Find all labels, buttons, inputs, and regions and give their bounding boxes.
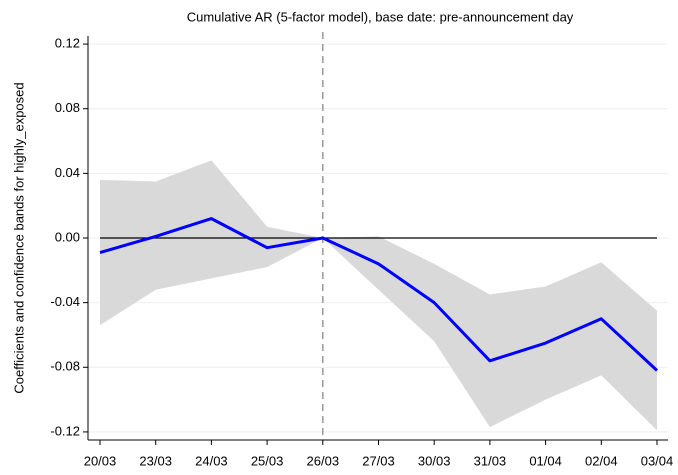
y-tick-label: -0.08 [50, 359, 80, 374]
y-tick-label: -0.04 [50, 294, 80, 309]
x-tick-label: 26/03 [307, 453, 340, 468]
x-tick-label: 02/04 [585, 453, 618, 468]
x-tick-label: 31/03 [474, 453, 507, 468]
y-axis-label: Coefficients and confidence bands for hi… [11, 82, 26, 393]
x-tick-label: 03/04 [641, 453, 674, 468]
x-tick-label: 20/03 [84, 453, 117, 468]
y-tick-label: 0.08 [55, 100, 80, 115]
y-tick-label: 0.00 [55, 229, 80, 244]
x-tick-label: 23/03 [139, 453, 172, 468]
y-tick-label: 0.04 [55, 165, 80, 180]
coefficient-line [99, 217, 659, 372]
x-tick-label: 25/03 [251, 453, 284, 468]
y-tick-label: -0.12 [50, 423, 80, 438]
y-tick-label: 0.12 [55, 36, 80, 51]
x-tick-label: 24/03 [195, 453, 228, 468]
confidence-band [100, 160, 657, 431]
chart-title: Cumulative AR (5-factor model), base dat… [187, 9, 574, 24]
x-tick-label: 27/03 [362, 453, 395, 468]
x-tick-label: 30/03 [418, 453, 451, 468]
x-tick-label: 01/04 [529, 453, 562, 468]
